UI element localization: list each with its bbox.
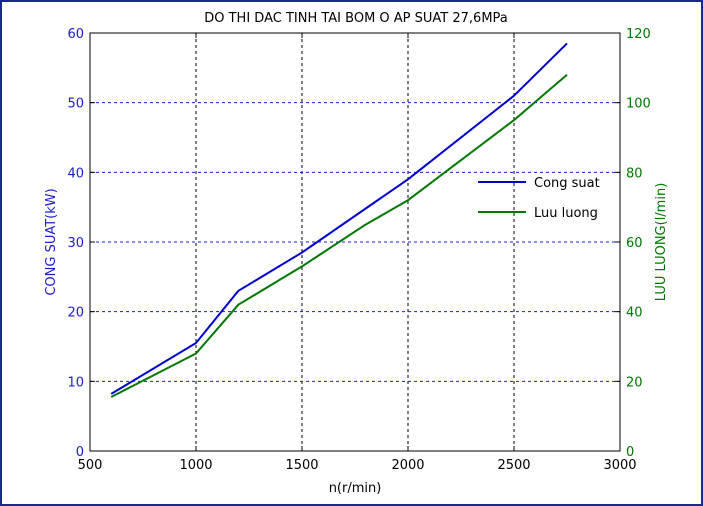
x-tick-label: 1500 (285, 458, 318, 473)
x-tick-label: 3000 (603, 458, 636, 473)
legend-label: Luu luong (534, 206, 598, 221)
y-right-tick-label: 0 (626, 445, 634, 460)
y-left-tick-label: 0 (76, 445, 84, 460)
x-tick-label: 500 (78, 458, 103, 473)
y-right-tick-label: 100 (626, 97, 651, 112)
x-tick-label: 1000 (179, 458, 212, 473)
y-right-tick-label: 120 (626, 27, 651, 42)
y-right-tick-label: 40 (626, 306, 643, 321)
y-left-tick-label: 30 (67, 236, 84, 251)
grid (90, 33, 620, 451)
y-right-tick-label: 60 (626, 236, 643, 251)
y-left-tick-label: 40 (67, 166, 84, 181)
x-tick-label: 2500 (497, 458, 530, 473)
y-axis-right-label: LUU LUONG(l/min) (654, 183, 669, 302)
series-line-1 (110, 42, 568, 395)
y-left-tick-label: 50 (67, 97, 84, 112)
y-right-tick-label: 80 (626, 166, 643, 181)
x-tick-label: 2000 (391, 458, 424, 473)
y-left-tick-label: 20 (67, 306, 84, 321)
chart-title: DO THI DAC TINH TAI BOM O AP SUAT 27,6MP… (204, 11, 508, 26)
x-axis-label: n(r/min) (329, 481, 382, 496)
series-lines (110, 42, 568, 398)
y-axis-left-label: CONG SUAT(kW) (44, 188, 59, 295)
y-left-tick-label: 10 (67, 375, 84, 390)
legend: Cong suat Luu luong (478, 176, 600, 221)
legend-label: Cong suat (534, 176, 600, 191)
series-line-2 (110, 74, 568, 398)
axis-ticks: 500 1000 1500 2000 2500 300001020304050600204… (67, 27, 650, 473)
y-right-tick-label: 20 (626, 375, 643, 390)
y-left-tick-label: 60 (67, 27, 84, 42)
